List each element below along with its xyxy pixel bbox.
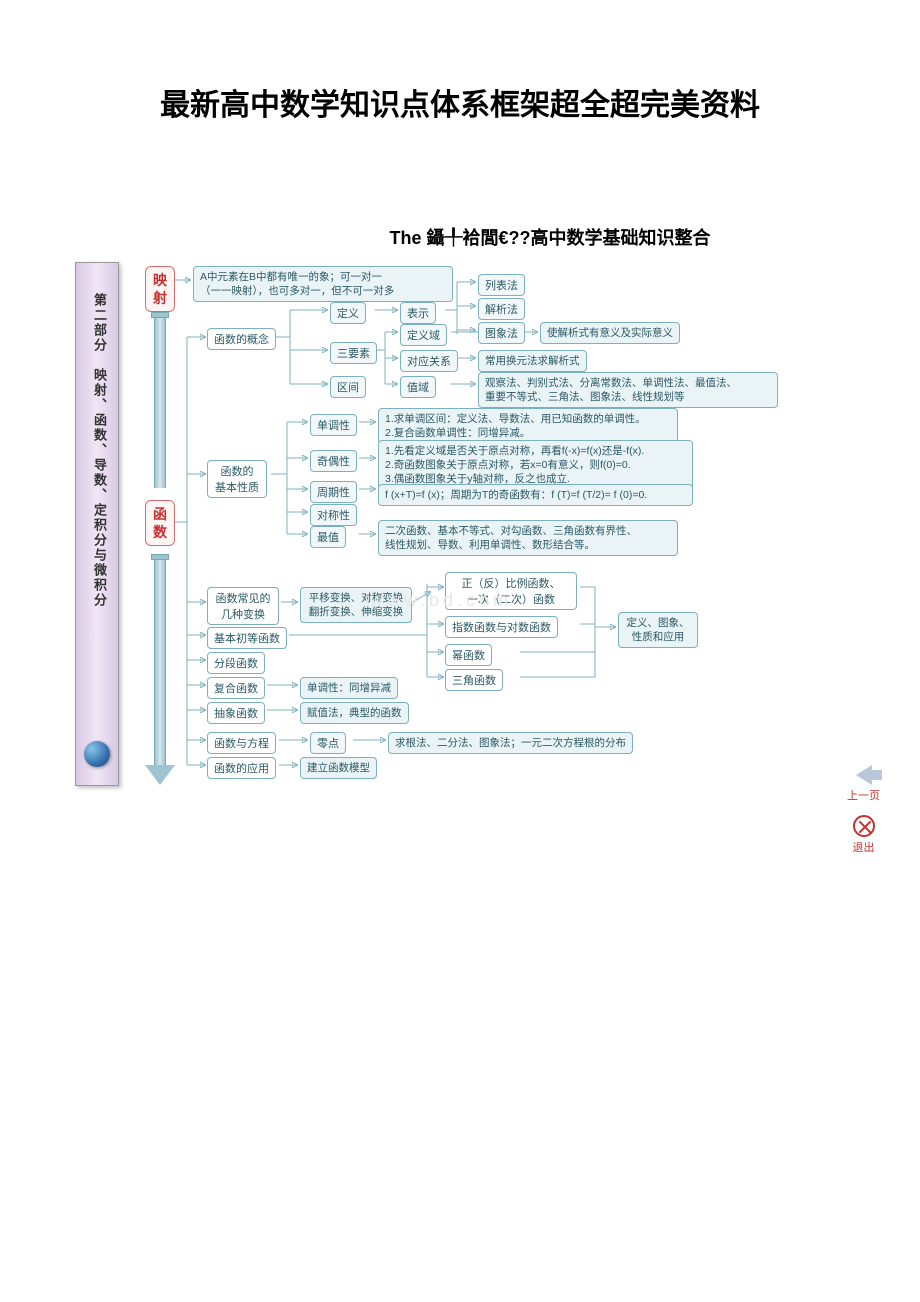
node-list-method: 列表法 bbox=[478, 274, 525, 296]
node-period: 周期性 bbox=[310, 481, 357, 503]
node-abstract: 抽象函数 bbox=[207, 702, 265, 724]
node-transforms: 平移变换、对称变换翻折变换、伸缩变换 bbox=[300, 587, 412, 623]
section-label: 第二部分 映射、函数、导数、定积分与微积分 bbox=[90, 293, 109, 608]
node-eq: 函数与方程 bbox=[207, 732, 276, 754]
node-power: 幂函数 bbox=[445, 644, 492, 666]
node-repr: 表示 bbox=[400, 302, 436, 324]
node-graph: 图象法 bbox=[478, 322, 525, 344]
node-analytic: 解析法 bbox=[478, 298, 525, 320]
node-concept: 函数的概念 bbox=[207, 328, 276, 350]
node-transforms-t: 函数常见的几种变换 bbox=[207, 587, 279, 625]
node-composite: 复合函数 bbox=[207, 677, 265, 699]
node-range: 值域 bbox=[400, 376, 436, 398]
arrow-head bbox=[145, 765, 175, 785]
node-zero: 零点 bbox=[310, 732, 346, 754]
node-comp-rule: 单调性：同增异减 bbox=[300, 677, 398, 699]
arrow-shaft bbox=[154, 560, 166, 765]
node-assign: 赋值法，典型的函数 bbox=[300, 702, 409, 724]
node-domain: 定义域 bbox=[400, 324, 447, 346]
page-title: 最新高中数学知识点体系框架超全超完美资料 bbox=[0, 80, 920, 124]
node-max-desc: 二次函数、基本不等式、对勾函数、三角函数有界性、线性规划、导数、利用单调性、数形… bbox=[378, 520, 678, 556]
sphere-icon bbox=[84, 741, 110, 767]
category-function: 函数 bbox=[145, 500, 175, 546]
node-period-desc: f (x+T)=f (x)；周期为T的奇函数有：f (T)=f (T/2)= f… bbox=[378, 484, 693, 506]
category-mapping: 映射 bbox=[145, 266, 175, 312]
node-piecewise: 分段函数 bbox=[207, 652, 265, 674]
arrow-shaft bbox=[154, 318, 166, 488]
node-interval: 区间 bbox=[330, 376, 366, 398]
exit-label[interactable]: 退出 bbox=[847, 839, 880, 855]
node-prop-fn: 正（反）比例函数、一次（二次）函数 bbox=[445, 572, 577, 610]
nav-controls: 上一页 退出 bbox=[847, 765, 880, 855]
node-mono: 单调性 bbox=[310, 414, 357, 436]
node-mono-desc: 1.求单调区间：定义法、导数法、用已知函数的单调性。2.复合函数单调性：同增异减… bbox=[378, 408, 678, 444]
node-def-img: 定义、图象、性质和应用 bbox=[618, 612, 698, 648]
node-exp-log: 指数函数与对数函数 bbox=[445, 616, 558, 638]
node-app: 函数的应用 bbox=[207, 757, 276, 779]
prev-page-icon[interactable] bbox=[856, 765, 872, 785]
section-panel: 第二部分 映射、函数、导数、定积分与微积分 bbox=[75, 262, 119, 786]
node-def: 定义 bbox=[330, 302, 366, 324]
exit-icon[interactable] bbox=[853, 815, 875, 837]
node-rel: 对应关系 bbox=[400, 350, 458, 372]
node-parity-desc: 1.先看定义域是否关于原点对称，再看f(-x)=f(x)还是-f(x).2.奇函… bbox=[378, 440, 693, 490]
node-range-methods: 观察法、判别式法、分离常数法、单调性法、最值法、重要不等式、三角法、图象法、线性… bbox=[478, 372, 778, 408]
node-three: 三要素 bbox=[330, 342, 377, 364]
diagram: 第二部分 映射、函数、导数、定积分与微积分 映射 函数 bbox=[75, 262, 845, 792]
node-elementary: 基本初等函数 bbox=[207, 627, 287, 649]
node-make-sense: 使解析式有意义及实际意义 bbox=[540, 322, 680, 344]
node-basic-props: 函数的基本性质 bbox=[207, 460, 267, 498]
prev-page-label[interactable]: 上一页 bbox=[847, 787, 880, 803]
node-sym: 对称性 bbox=[310, 504, 357, 526]
node-parity: 奇偶性 bbox=[310, 450, 357, 472]
node-mapping-desc: A中元素在B中都有唯一的象；可一对一（一一映射），也可多对一，但不可一对多 bbox=[193, 266, 453, 302]
node-max: 最值 bbox=[310, 526, 346, 548]
node-trig: 三角函数 bbox=[445, 669, 503, 691]
node-zero-methods: 求根法、二分法、图象法；一元二次方程根的分布 bbox=[388, 732, 633, 754]
node-subst: 常用换元法求解析式 bbox=[478, 350, 587, 372]
subtitle: The 鑷╀袷閭€??高中数学基础知识整合 bbox=[0, 224, 920, 250]
node-model: 建立函数模型 bbox=[300, 757, 377, 779]
